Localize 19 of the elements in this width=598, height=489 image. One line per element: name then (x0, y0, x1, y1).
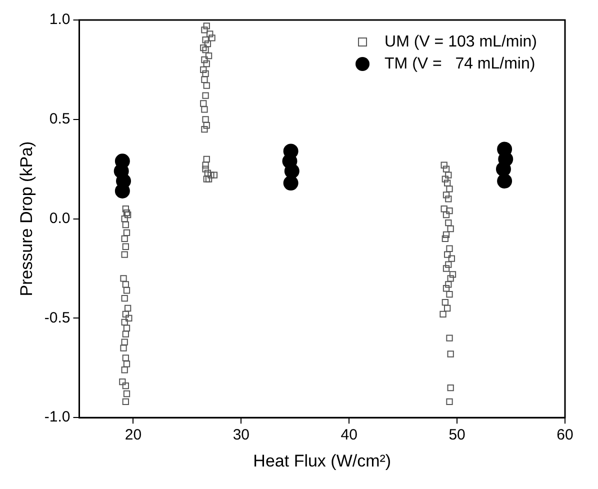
x-tick-label: 30 (232, 426, 250, 444)
point (114, 183, 130, 198)
y-tick-label: -0.5 (44, 309, 70, 326)
point (284, 164, 300, 179)
x-tick-label: 60 (556, 426, 574, 444)
y-tick-label: 0.5 (49, 110, 70, 128)
x-axis-title: Heat Flux (W/cm²) (253, 451, 392, 470)
y-axis-title: Pressure Drop (kPa) (16, 141, 36, 296)
point (497, 174, 512, 189)
y-tick-label: -1.0 (44, 408, 70, 426)
point (283, 176, 298, 191)
y-tick-label: 1.0 (49, 11, 70, 28)
x-tick-label: 50 (448, 426, 466, 444)
x-tick-label: 20 (124, 426, 142, 444)
legend-label: TM (V = 74 mL/min) (384, 55, 536, 72)
y-tick-label: 0.0 (49, 210, 70, 227)
x-tick-label: 40 (340, 426, 358, 444)
legend-label: UM (V = 103 mL/min) (384, 33, 537, 50)
point (496, 162, 511, 177)
